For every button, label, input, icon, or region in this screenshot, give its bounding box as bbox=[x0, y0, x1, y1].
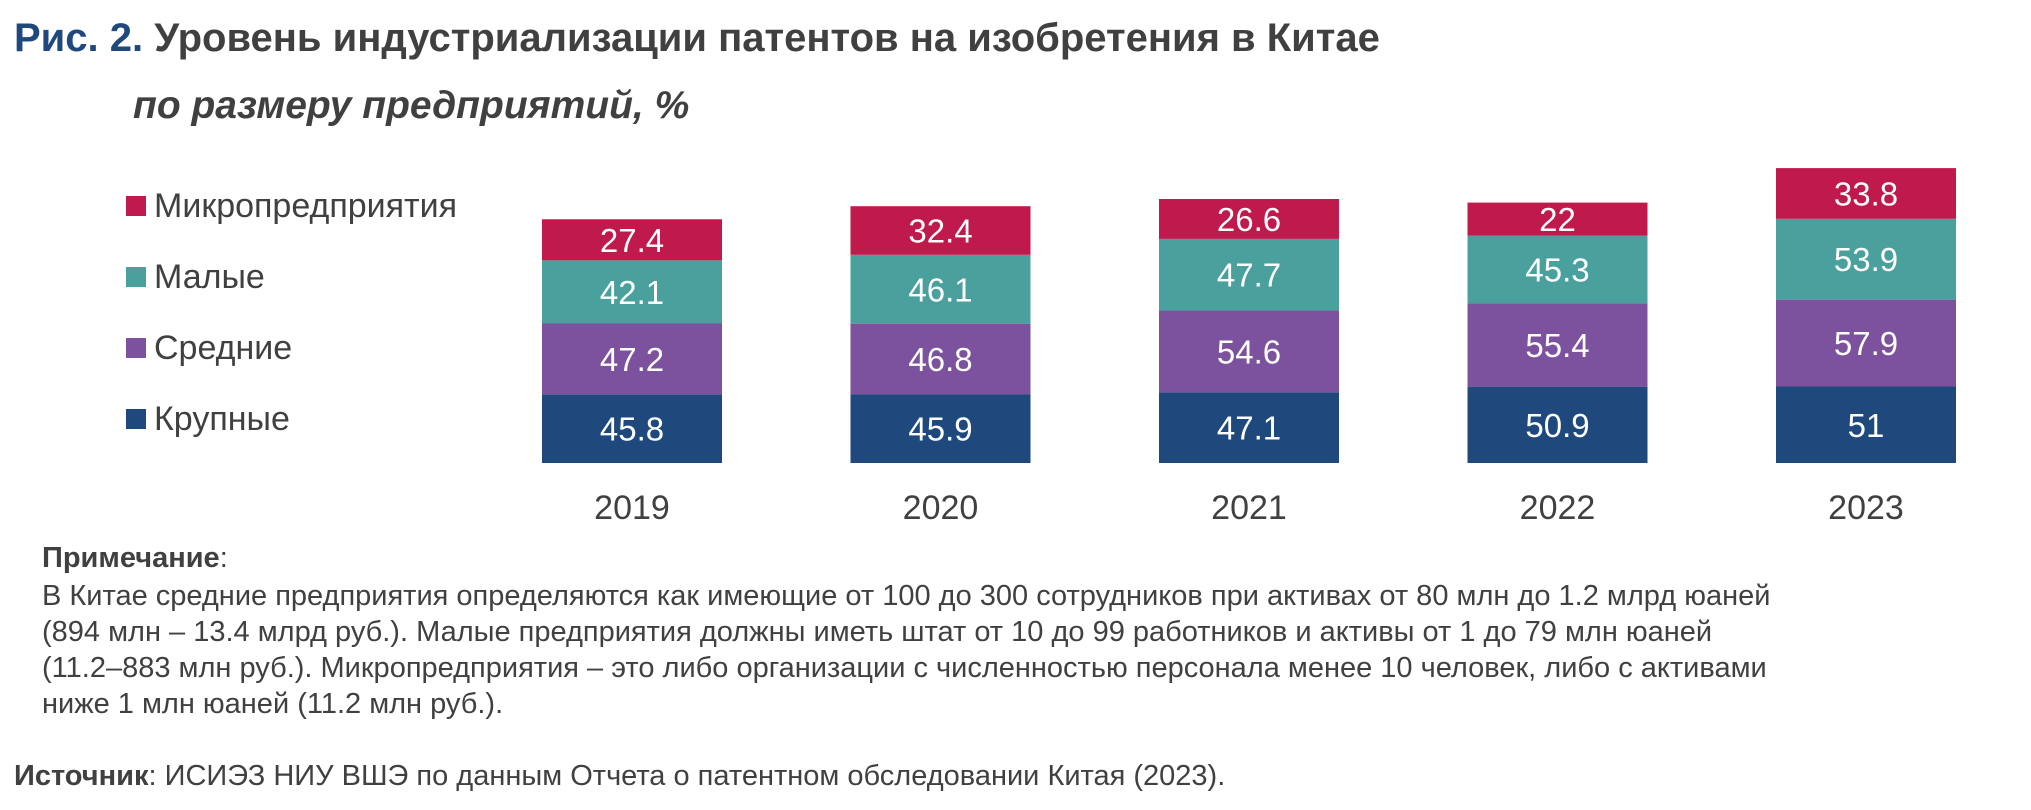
data-label: 45.8 bbox=[600, 411, 664, 448]
bar-segment bbox=[542, 323, 722, 395]
bar-segment bbox=[1467, 386, 1648, 463]
x-tick-label: 2020 bbox=[903, 489, 979, 527]
legend-label: Малые bbox=[154, 257, 265, 296]
bar-segment bbox=[542, 394, 722, 463]
legend-label: Средние bbox=[154, 328, 293, 367]
bar-segment bbox=[1776, 386, 1956, 463]
note-text: В Китае средние предприятия определяются… bbox=[42, 578, 2022, 722]
note-line: В Китае средние предприятия определяются… bbox=[42, 580, 1771, 612]
data-label: 27.4 bbox=[600, 222, 664, 259]
data-label: 47.7 bbox=[1217, 257, 1281, 294]
data-label: 55.4 bbox=[1525, 327, 1589, 364]
bar-segment bbox=[1159, 310, 1339, 393]
data-label: 54.6 bbox=[1217, 333, 1281, 370]
source-text: ИСИЭЗ НИУ ВШЭ по данным Отчета о патентн… bbox=[164, 760, 1226, 792]
x-tick-label: 2022 bbox=[1520, 489, 1596, 527]
bar-segment bbox=[850, 254, 1031, 324]
legend-swatch bbox=[126, 338, 146, 358]
data-label: 46.1 bbox=[908, 271, 972, 308]
bar-segment bbox=[850, 394, 1031, 463]
legend-item: Микропредприятия bbox=[126, 186, 457, 226]
x-tick-label: 2021 bbox=[1211, 489, 1287, 527]
data-label: 57.9 bbox=[1834, 325, 1898, 362]
data-label: 50.9 bbox=[1525, 407, 1589, 444]
data-label: 46.8 bbox=[908, 341, 972, 378]
x-tick-label: 2019 bbox=[594, 489, 670, 527]
bar-segment bbox=[850, 206, 1031, 255]
stacked-bar-chart: 45.8 47.2 42.1 27.4 2019 45.9 46.8 46.1 32.4 2020… bbox=[542, 168, 1956, 527]
source-label: Источник bbox=[14, 760, 149, 792]
legend-swatch bbox=[126, 267, 146, 287]
data-label: 47.1 bbox=[1217, 410, 1281, 447]
bar-segment bbox=[542, 219, 722, 261]
legend-item: Средние bbox=[126, 328, 292, 368]
legend-label: Микропредприятия bbox=[154, 186, 458, 225]
data-label: 33.8 bbox=[1834, 175, 1898, 212]
bar-segment bbox=[850, 323, 1031, 395]
bar-segment bbox=[1467, 202, 1648, 236]
figure-title: Рис. 2. Уровень индустриализации патенто… bbox=[14, 16, 1380, 61]
bar-segment bbox=[1467, 303, 1648, 387]
bar-segment bbox=[1159, 199, 1339, 239]
data-label: 45.3 bbox=[1525, 252, 1589, 289]
data-label: 45.9 bbox=[908, 411, 972, 448]
bar-segment bbox=[1776, 218, 1956, 300]
figure-title-text: Уровень индустриализации патентов на изо… bbox=[154, 16, 1380, 60]
bar-segment bbox=[1159, 238, 1339, 311]
figure-number: Рис. 2. bbox=[14, 16, 144, 60]
legend-item: Малые bbox=[126, 257, 265, 297]
legend-label: Крупные bbox=[154, 399, 290, 438]
data-label: 32.4 bbox=[908, 213, 972, 250]
legend-swatch bbox=[126, 196, 146, 216]
bar-segment bbox=[1776, 299, 1956, 387]
x-tick-label: 2023 bbox=[1828, 489, 1904, 527]
figure-subtitle: по размеру предприятий, % bbox=[133, 84, 690, 127]
bar-segment bbox=[1159, 392, 1339, 463]
bar-segment bbox=[1467, 235, 1648, 304]
note-heading: Примечание: bbox=[42, 542, 228, 574]
note-line: (11.2–883 млн руб.). Микропредприятия – … bbox=[42, 652, 1767, 684]
note-line: (894 млн – 13.4 млрд руб.). Малые предпр… bbox=[42, 616, 1713, 648]
note-label: Примечание bbox=[42, 542, 220, 574]
bar-segment bbox=[542, 260, 722, 324]
note-line: ниже 1 млн юаней (11.2 млн руб.). bbox=[42, 688, 504, 720]
legend-item: Крупные bbox=[126, 399, 290, 439]
data-label: 22 bbox=[1539, 201, 1576, 238]
bar-segment bbox=[1776, 168, 1956, 219]
data-label: 47.2 bbox=[600, 341, 664, 378]
data-label: 51 bbox=[1848, 407, 1885, 444]
legend-swatch bbox=[126, 409, 146, 429]
data-label: 53.9 bbox=[1834, 241, 1898, 278]
data-label: 42.1 bbox=[600, 274, 664, 311]
data-label: 26.6 bbox=[1217, 201, 1281, 238]
source-line: Источник: ИСИЭЗ НИУ ВШЭ по данным Отчета… bbox=[14, 760, 1226, 792]
